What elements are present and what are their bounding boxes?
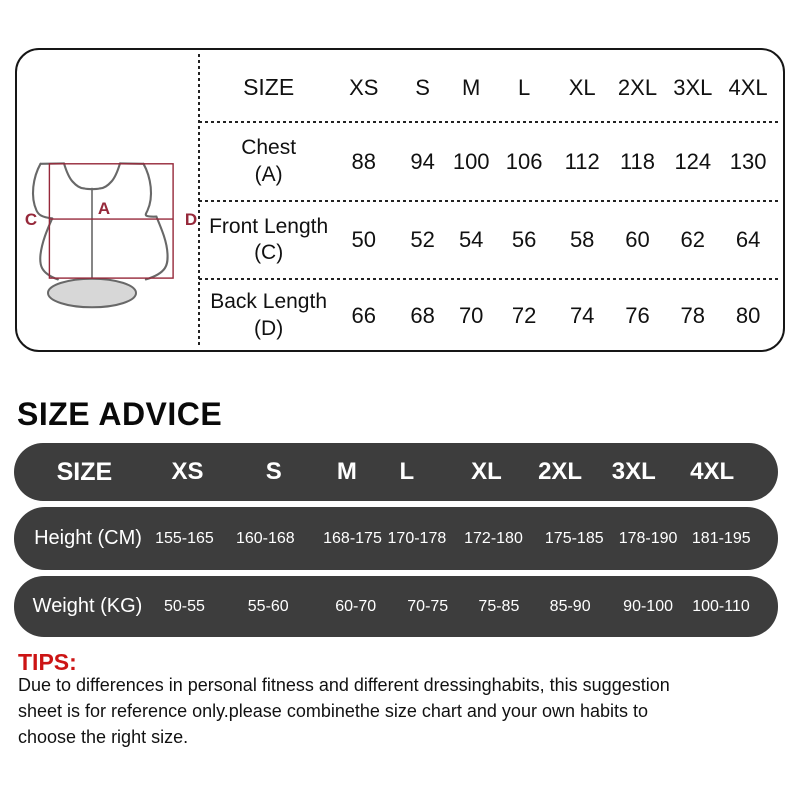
svg-text:A: A bbox=[98, 199, 110, 218]
svg-text:D: D bbox=[185, 210, 197, 229]
svg-text:C: C bbox=[25, 210, 37, 229]
